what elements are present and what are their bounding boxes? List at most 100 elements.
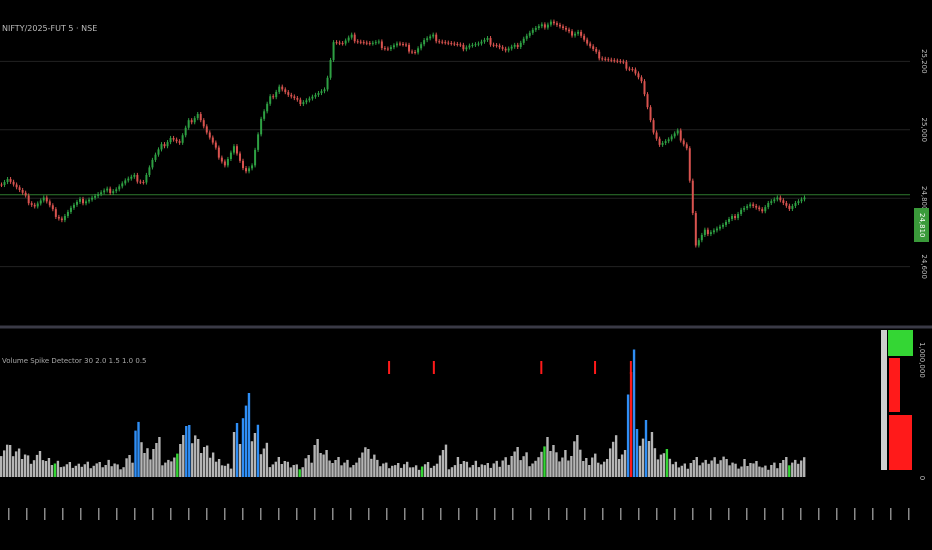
volume-tick-1: 0 [918, 476, 926, 480]
volume-bar [149, 459, 152, 477]
volume-bar [328, 460, 331, 477]
volume-bar [173, 457, 176, 477]
candle-body [504, 48, 507, 51]
candle-body [266, 103, 269, 112]
time-tick [350, 508, 352, 520]
candle-body [166, 142, 169, 147]
volume-bar [229, 468, 233, 477]
candle-body [91, 197, 94, 200]
volume-bar [632, 349, 636, 477]
time-tick [8, 508, 10, 520]
volume-bar [689, 463, 692, 477]
volume-bar [50, 465, 54, 477]
volume-bar [277, 457, 281, 477]
candle-body [803, 197, 806, 200]
volume-bar [680, 465, 684, 477]
candle-body [211, 137, 214, 143]
time-tick [296, 508, 298, 520]
volume-bar [414, 465, 418, 477]
candle-body [115, 189, 118, 192]
candle-body [0, 184, 3, 186]
volume-bar [131, 462, 134, 477]
volume-bar [749, 463, 752, 477]
candle-body [45, 197, 48, 202]
candle-body [583, 35, 586, 40]
volume-bar [185, 426, 188, 477]
time-tick [638, 508, 640, 520]
time-tick [278, 508, 280, 520]
volume-bar [205, 445, 209, 477]
time-tick [260, 508, 262, 520]
volume-bar [561, 457, 564, 477]
candle-body [728, 218, 731, 222]
volume-bar [253, 433, 257, 477]
candle-body [392, 45, 395, 48]
candle-body [380, 41, 383, 49]
candle-body [664, 141, 667, 144]
volume-bar [785, 457, 788, 477]
volume-bar [134, 430, 137, 477]
volume-bar [188, 425, 191, 477]
candle-body [181, 135, 184, 143]
candle-body [163, 144, 166, 147]
volume-bar [665, 449, 669, 477]
volume-bar [620, 454, 624, 477]
candle-body [797, 201, 800, 204]
time-tick [386, 508, 388, 520]
volume-bar [791, 462, 794, 477]
price-tick-1: 25,000 [920, 118, 928, 143]
volume-bar [600, 464, 603, 477]
candle-body [308, 98, 311, 101]
candle-body [199, 114, 202, 121]
candle-body [302, 102, 305, 104]
candle-body [495, 45, 498, 47]
volume-bar [713, 457, 716, 477]
candle-body [731, 216, 734, 219]
candle-body [474, 44, 477, 46]
legend-red-block-2 [889, 415, 912, 470]
candle-body [712, 230, 715, 233]
volume-bar [11, 456, 15, 477]
candle-body [389, 47, 392, 50]
volume-bar [244, 405, 248, 477]
symbol-label: NIFTY/2025-FUT 5 · NSE [2, 24, 98, 33]
candle-body [275, 91, 278, 98]
candle-body [486, 38, 489, 40]
candle-body [628, 68, 631, 70]
candle-body [217, 147, 220, 158]
volume-bar [570, 456, 573, 477]
candle-body [634, 69, 637, 74]
candle-body [48, 201, 51, 206]
volume-bar [531, 463, 534, 477]
volume-bar [549, 451, 552, 477]
time-tick [620, 508, 622, 520]
candle-body [794, 203, 797, 206]
volume-bar [686, 468, 689, 477]
candle-body [12, 181, 15, 185]
volume-bar [128, 455, 131, 477]
volume-bar [465, 461, 469, 477]
volume-bar [217, 459, 221, 477]
candle-body [682, 140, 685, 145]
volume-bar [668, 458, 672, 477]
volume-bar [167, 459, 170, 477]
volume-bar [119, 469, 122, 477]
candle-body [24, 192, 27, 196]
candle-body [196, 114, 199, 119]
volume-bar [513, 451, 516, 477]
volume-bar [23, 454, 27, 477]
volume-bar [232, 432, 236, 477]
candle-body [435, 34, 438, 42]
volume-bar [591, 457, 594, 477]
volume-bar [200, 453, 203, 477]
volume-bar [767, 469, 770, 477]
volume-bar [289, 467, 292, 477]
volume-bar [247, 393, 251, 477]
volume-bar [319, 453, 322, 477]
candle-body [700, 234, 703, 241]
volume-bar [376, 459, 379, 477]
volume-bar [161, 465, 164, 477]
candle-body [471, 44, 474, 46]
candle-body [335, 42, 338, 44]
